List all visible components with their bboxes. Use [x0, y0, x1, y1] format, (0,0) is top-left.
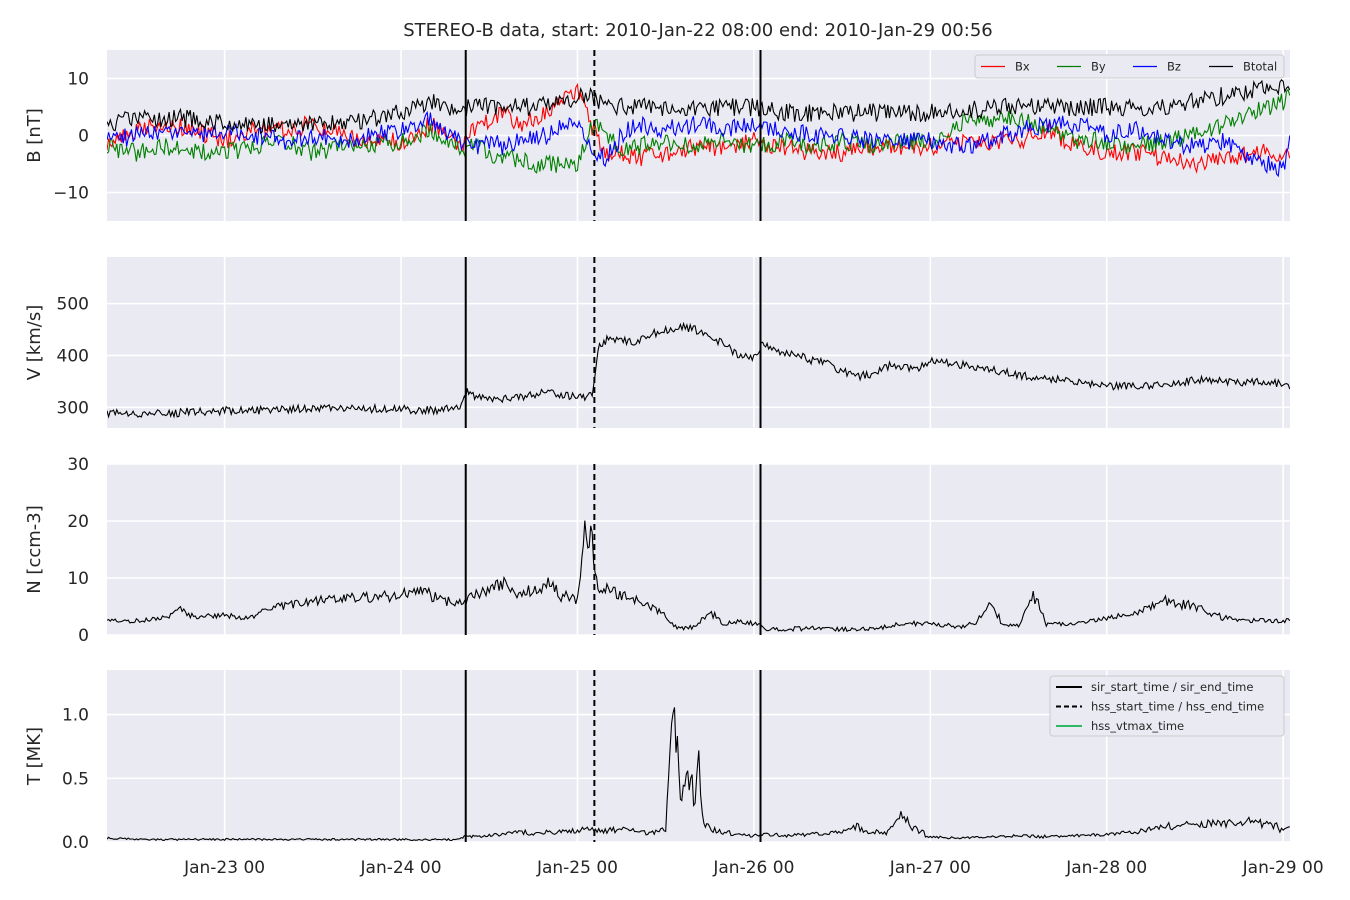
legend-label: Bz: [1167, 60, 1181, 74]
x-tick-label: Jan-25 00: [536, 858, 618, 878]
x-tick-label: Jan-28 00: [1065, 858, 1147, 878]
series-line-v: [107, 321, 1290, 419]
y-tick-label: 0: [78, 127, 89, 147]
series-line-btotal: [107, 78, 1290, 135]
y-tick-label: −10: [53, 184, 89, 204]
chart-title: STEREO-B data, start: 2010-Jan-22 08:00 …: [403, 20, 992, 41]
legend-label: Bx: [1015, 60, 1030, 74]
legend-b: Bx By Bz Btotal: [974, 54, 1285, 79]
panel-background: [107, 257, 1290, 428]
y-tick-label: 400: [57, 346, 89, 366]
y-axis-label: V [km/s]: [24, 305, 45, 380]
series-line-t: [107, 707, 1290, 842]
y-tick-label: 0: [78, 626, 89, 646]
series-line-bx: [107, 82, 1290, 174]
x-tick-label: Jan-23 00: [183, 858, 265, 878]
x-tick-label: Jan-26 00: [712, 858, 794, 878]
legend-label: By: [1091, 60, 1106, 74]
x-tick-label: Jan-29 00: [1242, 858, 1324, 878]
y-axis-label: T [MK]: [24, 727, 45, 786]
panel-background: [107, 464, 1290, 635]
legend-label: hss_vtmax_time: [1091, 719, 1184, 733]
panel-B: −10 0 10 B [nT] Bx By Bz Btotal: [24, 50, 1290, 221]
x-tick-label: Jan-27 00: [889, 858, 971, 878]
y-tick-label: 500: [57, 295, 89, 315]
y-axis-label: N [ccm-3]: [24, 505, 45, 594]
y-tick-label: 0.5: [62, 769, 89, 789]
y-tick-label: 20: [67, 512, 89, 532]
series-line-by: [107, 88, 1290, 174]
legend-label: hss_start_time / hss_end_time: [1091, 700, 1264, 714]
panel-N: 0 10 20 30 N [ccm-3]: [24, 455, 1290, 646]
y-tick-label: 10: [67, 70, 89, 90]
x-axis: Jan-23 00 Jan-24 00 Jan-25 00 Jan-26 00 Jan-…: [183, 858, 1324, 878]
y-tick-label: 0.0: [62, 833, 89, 853]
y-tick-label: 300: [57, 398, 89, 418]
panel-V: 300 400 500 V [km/s]: [24, 257, 1290, 428]
y-axis-label: B [nT]: [24, 108, 45, 163]
x-tick-label: Jan-24 00: [360, 858, 442, 878]
y-tick-label: 10: [67, 569, 89, 589]
panel-T: 0.0 0.5 1.0 T [MK] sir_start_time / sir_end_…: [24, 670, 1290, 853]
y-tick-label: 30: [67, 455, 89, 475]
y-tick-label: 1.0: [62, 706, 89, 726]
legend-label: sir_start_time / sir_end_time: [1091, 680, 1253, 694]
legend-label: Btotal: [1243, 60, 1277, 74]
series-line-bz: [107, 110, 1290, 178]
legend-events: sir_start_time / sir_end_time hss_start_t…: [1049, 675, 1285, 737]
series-line-n: [107, 520, 1290, 633]
